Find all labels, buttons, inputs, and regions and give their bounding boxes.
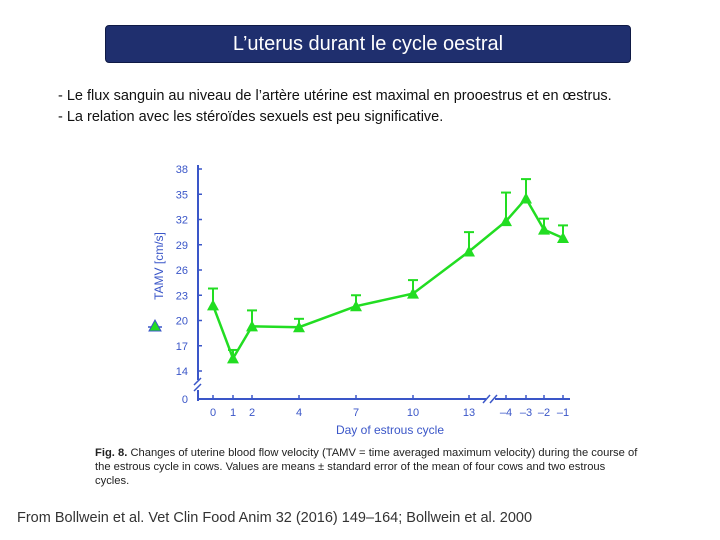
triangle-marker xyxy=(246,320,258,332)
x-tick-label: 1 xyxy=(230,407,236,419)
x-tick-label: –2 xyxy=(538,407,550,419)
x-tick-label: 7 xyxy=(353,407,359,419)
triangle-marker xyxy=(227,352,239,364)
triangle-marker xyxy=(407,287,419,299)
y-tick-label: 26 xyxy=(176,265,188,277)
x-tick-label: 13 xyxy=(463,407,475,419)
series-line xyxy=(211,196,564,362)
triangle-marker xyxy=(500,215,512,227)
y-tick-label: 14 xyxy=(176,366,188,378)
data-point xyxy=(246,309,258,332)
caption-text: Changes of uterine blood flow velocity (… xyxy=(95,447,638,487)
data-point xyxy=(463,231,475,257)
data-point xyxy=(407,279,419,299)
data-point xyxy=(500,191,512,227)
triangle-marker xyxy=(557,232,569,244)
triangle-marker xyxy=(520,192,532,204)
triangle-marker xyxy=(538,223,550,235)
y-tick-label: 23 xyxy=(176,290,188,302)
slide-title: L’uterus durant le cycle oestral xyxy=(105,25,631,63)
data-point xyxy=(557,224,569,244)
y-tick-label: 32 xyxy=(176,215,188,227)
triangle-marker xyxy=(463,245,475,257)
caption-label: Fig. 8. xyxy=(95,447,128,459)
data-point xyxy=(520,178,532,204)
x-tick-label: –3 xyxy=(520,407,532,419)
x-tick-label: –4 xyxy=(500,407,512,419)
y-tick-label: 20 xyxy=(176,316,188,328)
x-tick-label: 4 xyxy=(296,407,302,419)
x-axis-break-mark xyxy=(489,394,498,404)
bullet-1: - Le flux sanguin au niveau de l’artère … xyxy=(58,88,612,104)
x-tick-label: 10 xyxy=(407,407,419,419)
bullet-list: - Le flux sanguin au niveau de l’artère … xyxy=(58,86,612,128)
x-axis-break-mark xyxy=(482,394,491,404)
triangle-marker xyxy=(350,300,362,312)
x-tick-label: –1 xyxy=(557,407,569,419)
x-tick-label: 0 xyxy=(210,407,216,419)
y-tick-label: 35 xyxy=(176,189,188,201)
y-axis-break-mark xyxy=(193,383,202,392)
figure-caption: Fig. 8. Changes of uterine blood flow ve… xyxy=(95,446,640,488)
source-citation: From Bollwein et al. Vet Clin Food Anim … xyxy=(17,510,533,526)
data-point xyxy=(207,287,219,311)
x-axis-title: Day of estrous cycle xyxy=(336,423,444,437)
bullet-2: - La relation avec les stéroïdes sexuels… xyxy=(58,109,444,125)
triangle-marker xyxy=(207,299,219,311)
data-point xyxy=(350,294,362,312)
y-tick-label: 38 xyxy=(176,164,188,176)
y-axis-title: TAMV [cm/s] xyxy=(152,232,166,300)
y-tick-label: 0 xyxy=(182,394,188,406)
data-point xyxy=(293,317,305,333)
y-axis-break-mark xyxy=(193,377,202,386)
y-tick-label: 17 xyxy=(176,341,188,353)
data-point xyxy=(227,348,239,364)
x-tick-label: 2 xyxy=(249,407,255,419)
data-point xyxy=(538,217,550,235)
y-tick-label: 29 xyxy=(176,240,188,252)
legend-triangle-marker xyxy=(148,318,162,332)
triangle-marker xyxy=(293,321,305,333)
